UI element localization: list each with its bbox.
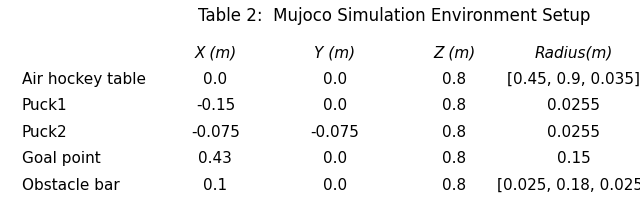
Title: Table 2:  Mujoco Simulation Environment Setup: Table 2: Mujoco Simulation Environment S… xyxy=(198,7,591,25)
